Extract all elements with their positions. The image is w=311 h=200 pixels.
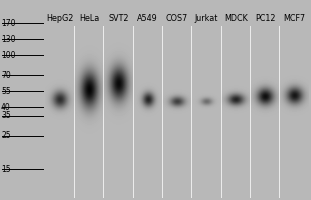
Text: 70: 70 xyxy=(1,71,11,79)
Text: 25: 25 xyxy=(1,132,11,140)
Text: 55: 55 xyxy=(1,86,11,96)
Text: 170: 170 xyxy=(1,19,16,27)
Text: 35: 35 xyxy=(1,111,11,120)
Text: 100: 100 xyxy=(1,50,16,60)
Text: 40: 40 xyxy=(1,102,11,112)
Text: MDCK: MDCK xyxy=(224,14,248,23)
Text: HeLa: HeLa xyxy=(79,14,99,23)
Text: COS7: COS7 xyxy=(166,14,188,23)
Text: A549: A549 xyxy=(137,14,158,23)
Text: Jurkat: Jurkat xyxy=(195,14,218,23)
Text: MCF7: MCF7 xyxy=(283,14,305,23)
Text: PC12: PC12 xyxy=(255,14,275,23)
Text: SVT2: SVT2 xyxy=(108,14,128,23)
Text: HepG2: HepG2 xyxy=(46,14,73,23)
Text: 15: 15 xyxy=(1,164,11,173)
Text: 130: 130 xyxy=(1,34,16,44)
